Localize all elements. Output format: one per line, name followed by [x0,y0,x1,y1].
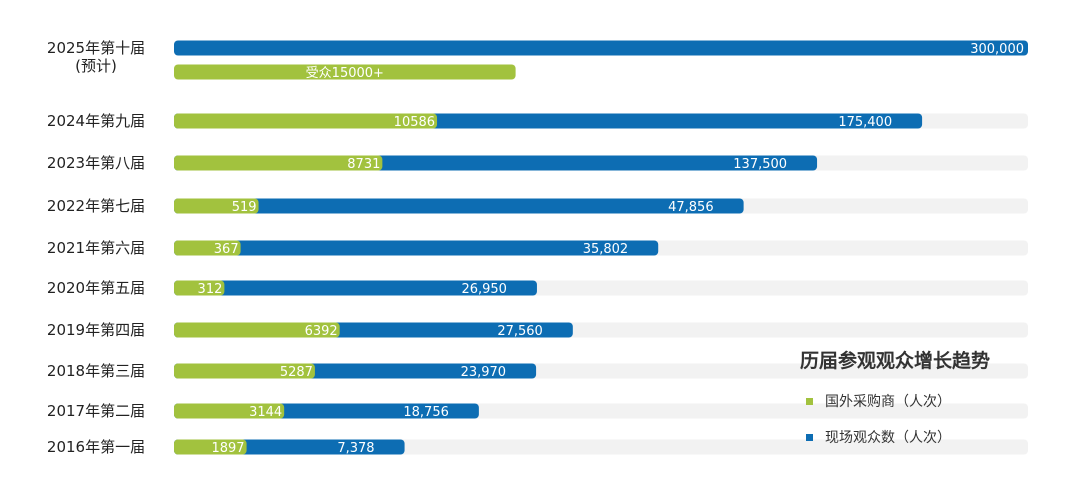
bar-foreign-buyers [174,403,285,419]
legend-swatch-blue [806,433,813,441]
category-label: 2019年第四届 [47,321,145,339]
value-label-foreign-buyers: 10586 [394,115,435,130]
bar-foreign-buyers [174,240,241,256]
legend-item-foreign-buyers: 国外采购商（人次） [806,391,990,411]
value-label-onsite-visitors: 35,802 [583,242,629,257]
bar-foreign-buyers [174,64,516,80]
legend-swatch-green [806,397,813,405]
legend-item-onsite-visitors: 现场观众数（人次） [806,427,990,447]
legend-label: 国外采购商（人次） [825,394,951,410]
value-label-onsite-visitors: 23,970 [461,365,507,380]
category-label: 2020年第五届 [47,279,145,297]
value-label-foreign-buyers: 312 [198,282,223,297]
category-label: 2022年第七届 [47,197,145,215]
chart-title: 历届参观观众增长趋势 [800,350,991,372]
value-label-onsite-visitors: 175,400 [838,115,892,130]
value-label-onsite-visitors: 137,500 [733,157,787,172]
value-label-foreign-buyers: 8731 [347,157,380,172]
value-label-onsite-visitors: 7,378 [337,441,374,456]
value-label-foreign-buyers: 6392 [305,324,338,339]
bar-foreign-buyers [174,322,340,338]
legend-label: 现场观众数（人次） [825,430,951,446]
bar-foreign-buyers [174,155,383,171]
value-label-onsite-visitors: 300,000 [970,42,1024,57]
bar-foreign-buyers [174,363,315,379]
bar-foreign-buyers [174,113,438,129]
value-label-foreign-buyers: 3144 [249,405,282,420]
category-label: 2024年第九届 [47,112,145,130]
legend: 历届参观观众增长趋势 国外采购商（人次） 现场观众数（人次） [800,346,990,463]
bar-onsite-visitors [174,280,537,296]
value-label-foreign-buyers: 受众15000+ [306,66,384,81]
bar-foreign-buyers [174,280,225,296]
value-label-onsite-visitors: 47,856 [668,200,714,215]
bar-onsite-visitors [174,240,659,256]
category-label: 2016年第一届 [47,438,145,456]
category-label: 2021年第六届 [47,239,145,257]
value-label-foreign-buyers: 1897 [211,441,244,456]
bar-onsite-visitors [174,198,744,214]
value-label-onsite-visitors: 27,560 [497,324,543,339]
value-label-foreign-buyers: 5287 [280,365,313,380]
value-label-onsite-visitors: 26,950 [461,282,507,297]
bar-foreign-buyers [174,439,247,455]
category-label: 2023年第八届 [47,154,145,172]
category-label: 2017年第二届 [47,402,145,420]
value-label-foreign-buyers: 367 [214,242,239,257]
value-label-onsite-visitors: 18,756 [403,405,449,420]
bar-foreign-buyers [174,198,259,214]
value-label-foreign-buyers: 519 [232,200,257,215]
category-label: 2025年第十届(预计) [47,39,145,75]
category-label: 2018年第三届 [47,362,145,380]
bar-onsite-visitors [174,40,1028,56]
